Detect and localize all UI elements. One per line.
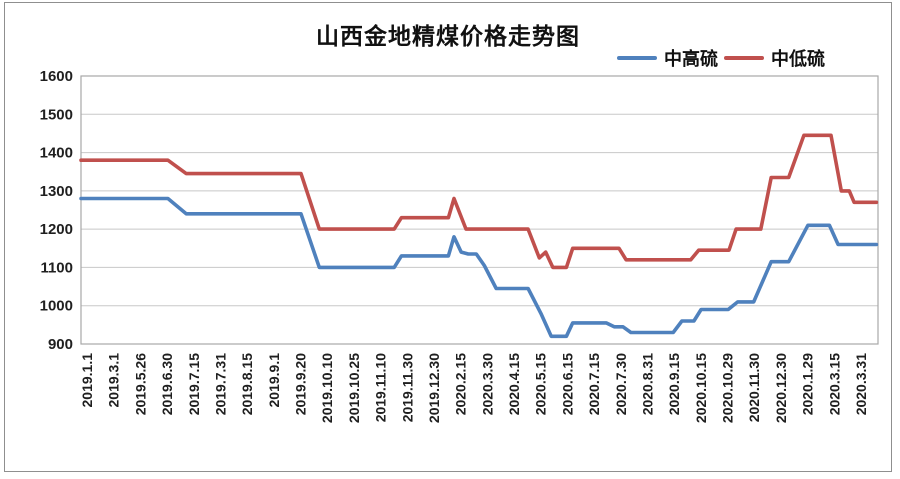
x-axis-tick-label: 2019.12.30 bbox=[426, 353, 442, 423]
x-axis-tick-label: 2020.8.31 bbox=[639, 353, 655, 415]
chart-legend: 中高硫 中低硫 bbox=[617, 45, 825, 71]
x-axis-tick-label: 2020.3.31 bbox=[853, 353, 869, 415]
legend-label-medium-low-sulfur: 中低硫 bbox=[771, 49, 825, 69]
x-axis-tick-label: 2020.5.15 bbox=[533, 353, 549, 415]
x-axis-tick-label: 2019.9.1 bbox=[266, 353, 282, 408]
x-axis-tick-label: 2020.4.15 bbox=[506, 353, 522, 415]
plot-border bbox=[80, 75, 879, 345]
y-axis-tick-label: 1600 bbox=[40, 68, 73, 85]
y-axis-tick-label: 1200 bbox=[40, 221, 73, 238]
legend-item-medium-high-sulfur: 中高硫 bbox=[617, 45, 718, 71]
y-axis-tick-label: 1100 bbox=[40, 259, 73, 276]
legend-line-swatch-red bbox=[724, 56, 764, 60]
y-axis-tick-label: 1300 bbox=[40, 183, 73, 200]
x-axis-tick-label: 2020.1.29 bbox=[800, 353, 816, 415]
x-axis-tick-label: 2019.3.1 bbox=[106, 353, 122, 408]
x-axis-tick-label: 2019.6.30 bbox=[159, 353, 175, 415]
y-axis-tick-label: 1000 bbox=[40, 298, 73, 315]
x-axis-tick-label: 2020.11.30 bbox=[746, 353, 762, 423]
x-axis-tick-label: 2020.2.15 bbox=[453, 353, 469, 415]
x-axis-tick-label: 2020.3.15 bbox=[826, 353, 842, 415]
x-axis-tick-label: 2019.7.31 bbox=[212, 353, 228, 415]
x-axis-tick-label: 2020.12.30 bbox=[773, 353, 789, 423]
x-axis-tick-label: 2020.10.15 bbox=[693, 353, 709, 423]
x-axis-tick-label: 2020.3.30 bbox=[479, 353, 495, 415]
x-axis-tick-label: 2019.10.25 bbox=[346, 353, 362, 423]
y-axis-tick-label: 1500 bbox=[40, 106, 73, 123]
x-axis-tick-label: 2020.6.15 bbox=[559, 353, 575, 415]
legend-line-swatch-blue bbox=[617, 56, 657, 60]
chart-frame: 山西金地精煤价格走势图 中高硫 中低硫 1600 1500 1400 1300 1200… bbox=[4, 2, 892, 472]
legend-item-medium-low-sulfur: 中低硫 bbox=[724, 45, 825, 71]
x-axis-tick-label: 2019.5.26 bbox=[132, 353, 148, 415]
x-axis-tick-label: 2020.9.15 bbox=[666, 353, 682, 415]
y-axis-tick-label: 900 bbox=[48, 336, 73, 353]
line-chart-plot: 1600 1500 1400 1300 1200 1100 1000 900 2019.1.1 2… bbox=[40, 68, 879, 423]
x-axis-tick-label: 2019.11.10 bbox=[373, 353, 389, 423]
x-axis-tick-label: 2020.7.30 bbox=[613, 353, 629, 415]
x-axis-tick-label: 2020.10.29 bbox=[720, 353, 736, 423]
x-axis-tick-label: 2019.8.15 bbox=[239, 353, 255, 415]
series-line-0 bbox=[79, 196, 879, 339]
legend-label-medium-high-sulfur: 中高硫 bbox=[664, 49, 718, 69]
chart-title: 山西金地精煤价格走势图 bbox=[316, 23, 580, 49]
x-axis-tick-label: 2019.7.15 bbox=[186, 353, 202, 415]
series-line-1 bbox=[79, 133, 879, 270]
x-axis-tick-label: 2019.1.1 bbox=[79, 353, 95, 408]
x-axis-tick-label: 2019.10.10 bbox=[319, 353, 335, 423]
y-axis-tick-label: 1400 bbox=[40, 145, 73, 162]
x-axis-tick-label: 2019.11.30 bbox=[399, 353, 415, 423]
x-axis-tick-label: 2020.7.15 bbox=[586, 353, 602, 415]
x-axis-tick-label: 2019.9.20 bbox=[293, 353, 309, 415]
